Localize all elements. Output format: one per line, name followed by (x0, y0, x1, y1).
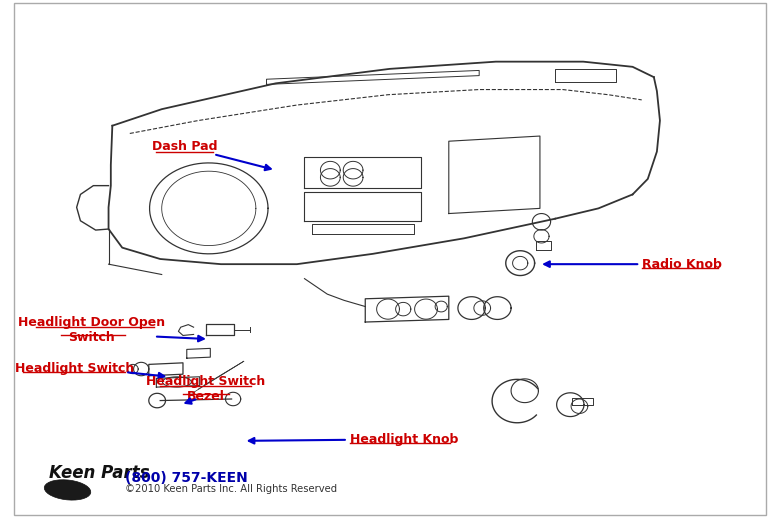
Text: Dash Pad: Dash Pad (152, 140, 217, 153)
Ellipse shape (45, 480, 91, 500)
Text: Keen Parts: Keen Parts (49, 465, 150, 482)
Text: Headlight Door Open
Switch: Headlight Door Open Switch (18, 316, 166, 344)
Text: Headlight Knob: Headlight Knob (350, 434, 458, 447)
Text: Headlight Switch: Headlight Switch (15, 362, 134, 375)
Text: Headlight Switch
Bezel: Headlight Switch Bezel (146, 375, 266, 403)
Text: ©2010 Keen Parts Inc. All Rights Reserved: ©2010 Keen Parts Inc. All Rights Reserve… (126, 484, 337, 494)
Text: Radio Knob: Radio Knob (642, 257, 722, 271)
Text: (800) 757-KEEN: (800) 757-KEEN (126, 471, 248, 485)
